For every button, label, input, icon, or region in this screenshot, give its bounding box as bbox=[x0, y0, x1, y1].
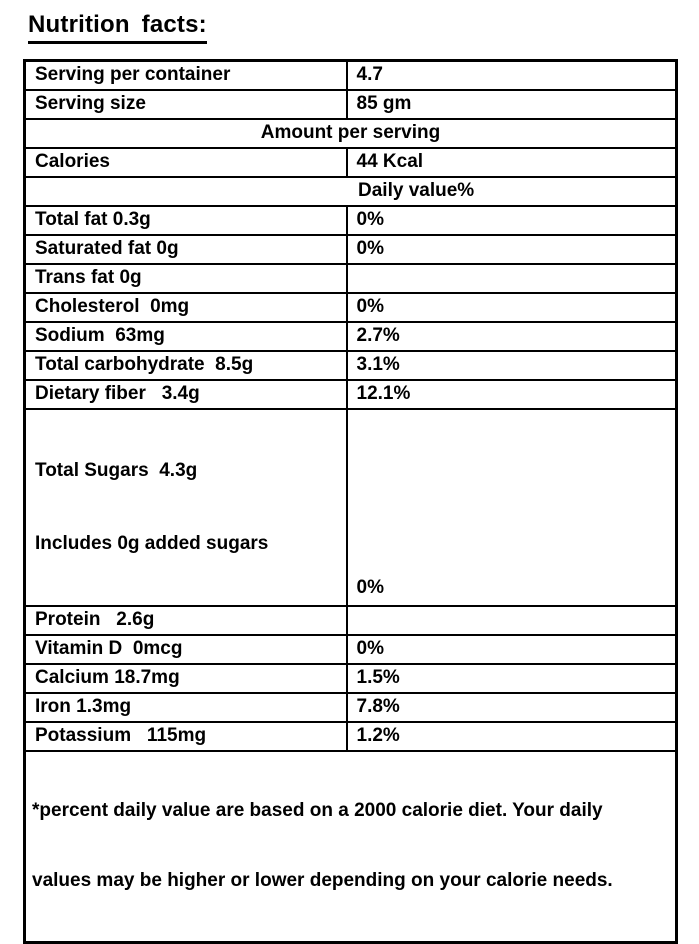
nutrient-value: 7.8% bbox=[345, 692, 678, 723]
nutrient-value: 4.7 bbox=[345, 59, 678, 91]
table-row-protein: Protein 2.6g bbox=[23, 605, 678, 636]
nutrient-value: 0% bbox=[345, 634, 678, 665]
table-row-total-fat: Total fat 0.3g 0% bbox=[23, 205, 678, 236]
nutrient-value: 2.7% bbox=[345, 321, 678, 352]
section-header: Amount per serving bbox=[23, 118, 678, 149]
nutrient-value: 44 Kcal bbox=[345, 147, 678, 178]
nutrient-label: Total Sugars 4.3g Includes 0g added suga… bbox=[23, 408, 348, 607]
footnote-line-1: *percent daily value are based on a 2000… bbox=[32, 800, 603, 821]
footnote-line-2: values may be higher or lower depending … bbox=[32, 870, 613, 891]
table-row-amount-per-serving: Amount per serving bbox=[23, 118, 678, 149]
nutrient-label: Protein 2.6g bbox=[23, 605, 348, 636]
table-row-cholesterol: Cholesterol 0mg 0% bbox=[23, 292, 678, 323]
table-row-iron: Iron 1.3mg 7.8% bbox=[23, 692, 678, 723]
nutrient-value: 0% bbox=[345, 408, 678, 607]
nutrition-facts-table: Serving per container 4.7 Serving size 8… bbox=[23, 59, 678, 944]
table-row-calcium: Calcium 18.7mg 1.5% bbox=[23, 663, 678, 694]
nutrient-label: Serving size bbox=[23, 89, 348, 120]
table-row-dietary-fiber: Dietary fiber 3.4g 12.1% bbox=[23, 379, 678, 410]
nutrient-label: Vitamin D 0mcg bbox=[23, 634, 348, 665]
nutrient-label: Sodium 63mg bbox=[23, 321, 348, 352]
page-title: Nutrition facts: bbox=[28, 11, 207, 44]
table-row-calories: Calories 44 Kcal bbox=[23, 147, 678, 178]
table-row-serving-size: Serving size 85 gm bbox=[23, 89, 678, 120]
nutrient-value: 3.1% bbox=[345, 350, 678, 381]
nutrient-value: 0% bbox=[345, 292, 678, 323]
sugars-line-1: Total Sugars 4.3g bbox=[35, 460, 198, 481]
nutrient-value: 0% bbox=[345, 205, 678, 236]
nutrient-label: Saturated fat 0g bbox=[23, 234, 348, 265]
nutrient-label: Calories bbox=[23, 147, 348, 178]
nutrient-label: Trans fat 0g bbox=[23, 263, 348, 294]
nutrient-label: Total carbohydrate 8.5g bbox=[23, 350, 348, 381]
nutrient-value: 1.5% bbox=[345, 663, 678, 694]
daily-value-footnote: *percent daily value are based on a 2000… bbox=[23, 750, 678, 944]
table-row-serving-per-container: Serving per container 4.7 bbox=[23, 59, 678, 91]
table-row-trans-fat: Trans fat 0g bbox=[23, 263, 678, 294]
nutrient-value: 12.1% bbox=[345, 379, 678, 410]
nutrient-value: 85 gm bbox=[345, 89, 678, 120]
nutrient-label: Serving per container bbox=[23, 59, 348, 91]
nutrient-value bbox=[345, 605, 678, 636]
nutrient-label: Iron 1.3mg bbox=[23, 692, 348, 723]
nutrient-label: Dietary fiber 3.4g bbox=[23, 379, 348, 410]
nutrient-label: Potassium 115mg bbox=[23, 721, 348, 752]
table-row-total-carbohydrate: Total carbohydrate 8.5g 3.1% bbox=[23, 350, 678, 381]
table-row-vitamin-d: Vitamin D 0mcg 0% bbox=[23, 634, 678, 665]
table-row-total-sugars: Total Sugars 4.3g Includes 0g added suga… bbox=[23, 408, 678, 607]
nutrient-label: Total fat 0.3g bbox=[23, 205, 348, 236]
nutrient-value: 0% bbox=[345, 234, 678, 265]
sugars-line-2: Includes 0g added sugars bbox=[35, 533, 269, 554]
column-header-daily-value: Daily value% bbox=[23, 176, 678, 207]
table-row-footnote: *percent daily value are based on a 2000… bbox=[23, 750, 678, 944]
nutrient-label: Cholesterol 0mg bbox=[23, 292, 348, 323]
nutrient-value bbox=[345, 263, 678, 294]
table-row-daily-value-header: Daily value% bbox=[23, 176, 678, 207]
nutrient-value: 1.2% bbox=[345, 721, 678, 752]
nutrient-label: Calcium 18.7mg bbox=[23, 663, 348, 694]
table-row-saturated-fat: Saturated fat 0g 0% bbox=[23, 234, 678, 265]
table-row-sodium: Sodium 63mg 2.7% bbox=[23, 321, 678, 352]
table-row-potassium: Potassium 115mg 1.2% bbox=[23, 721, 678, 752]
